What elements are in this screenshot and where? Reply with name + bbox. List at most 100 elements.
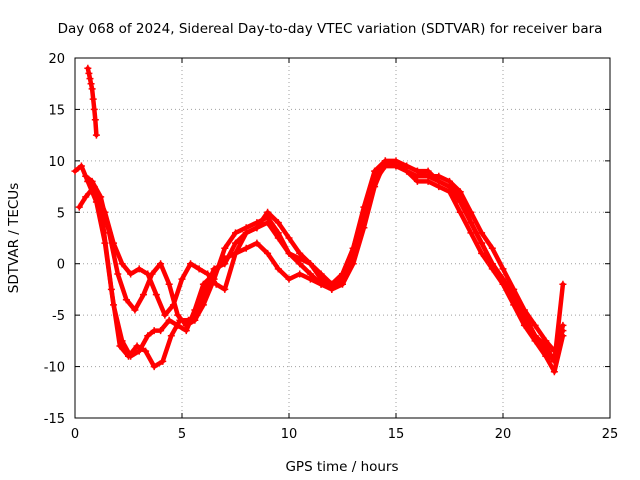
series-trace-c [84,157,567,355]
y-tick-label: 20 [48,52,65,67]
data-point-marker [488,244,496,252]
x-axis-label: GPS time / hours [285,459,398,475]
data-point-marker [550,368,558,376]
chart-title: Day 068 of 2024, Sidereal Day-to-day VTE… [58,21,603,37]
data-point-marker [435,177,443,185]
data-point-marker [531,332,539,340]
series-trace-e [84,64,100,139]
data-point-marker [144,270,152,278]
data-point-marker [89,95,97,103]
data-point-marker [88,85,96,93]
data-point-marker [169,301,177,309]
data-point-marker [531,321,539,329]
data-point-marker [86,75,94,83]
data-point-marker [510,291,518,299]
data-point-marker [285,234,293,242]
y-tick-label: 0 [57,258,65,273]
data-point-marker [264,208,272,216]
axis-ticks: 0 5 10 15 20 25 -15 -10 -5 0 5 10 15 20 [44,52,619,442]
data-point-marker [274,234,282,242]
data-point-marker [150,327,158,335]
data-point-marker [306,270,314,278]
data-point-marker [142,347,150,355]
data-point-marker [114,270,122,278]
data-point-marker [274,219,282,227]
data-point-marker [339,270,346,278]
data-point-marker [403,162,411,170]
data-point-marker [131,306,139,314]
data-point-marker [221,260,229,268]
y-tick-label: 10 [48,155,65,170]
data-point-marker [139,291,147,299]
data-point-marker [467,229,475,237]
data-point-marker [542,342,550,350]
data-point-marker [232,239,239,247]
data-point-marker [550,357,558,365]
data-point-marker [71,167,79,175]
data-point-marker [202,285,210,293]
data-point-marker [84,64,92,72]
data-point-marker [478,229,486,237]
data-point-marker [499,265,507,273]
data-point-marker [144,332,152,340]
data-point-marker [75,203,83,211]
x-tick-label: 25 [602,427,619,442]
y-tick-label: 5 [57,206,65,221]
data-point-marker [285,249,293,257]
x-tick-label: 20 [495,427,512,442]
data-point-marker [176,316,184,324]
data-point-marker [559,327,567,335]
data-point-marker [392,157,400,165]
data-point-marker [371,167,379,175]
data-point-marker [127,270,135,278]
data-point-marker [84,177,92,185]
data-point-marker [349,260,357,268]
data-point-marker [360,224,368,232]
grid [75,58,610,418]
data-point-marker [253,239,261,247]
data-point-marker [242,229,250,237]
data-point-marker [339,280,346,288]
data-point-marker [306,260,314,268]
data-point-marker [195,265,203,273]
data-point-marker [90,183,98,191]
data-point-marker [264,219,272,227]
data-point-marker [232,249,239,257]
data-point-marker [91,116,99,124]
data-point-marker [264,249,272,257]
data-point-marker [165,280,173,288]
data-point-marker [456,193,464,201]
x-tick-label: 10 [281,427,298,442]
y-tick-label: -10 [44,361,65,376]
data-point-marker [150,363,158,371]
x-tick-label: 0 [71,427,79,442]
data-point-marker [371,183,379,191]
data-point-marker [381,157,389,165]
y-axis-label: SDTVAR / TECUs [6,183,22,293]
data-point-marker [328,285,336,293]
data-point-marker [478,249,486,257]
data-point-marker [82,193,90,201]
data-point-marker [99,219,107,227]
data-point-marker [182,321,190,329]
data-point-marker [161,311,169,319]
data-point-marker [221,244,229,252]
data-point-marker [210,265,218,273]
data-point-marker [478,239,486,247]
x-tick-label: 5 [178,427,186,442]
data-point-marker [317,275,325,283]
data-point-marker [122,296,130,304]
data-point-marker [520,311,528,319]
data-point-marker [85,69,93,77]
data-point-marker [135,265,143,273]
data-point-marker [360,203,368,211]
data-point-marker [157,260,165,268]
data-point-marker [456,208,464,216]
series-line [77,158,566,369]
data-point-marker [133,342,141,350]
data-point-marker [274,265,282,273]
data-point-marker [285,275,293,283]
series-trace-d [75,157,567,371]
data-point-marker [77,162,85,170]
